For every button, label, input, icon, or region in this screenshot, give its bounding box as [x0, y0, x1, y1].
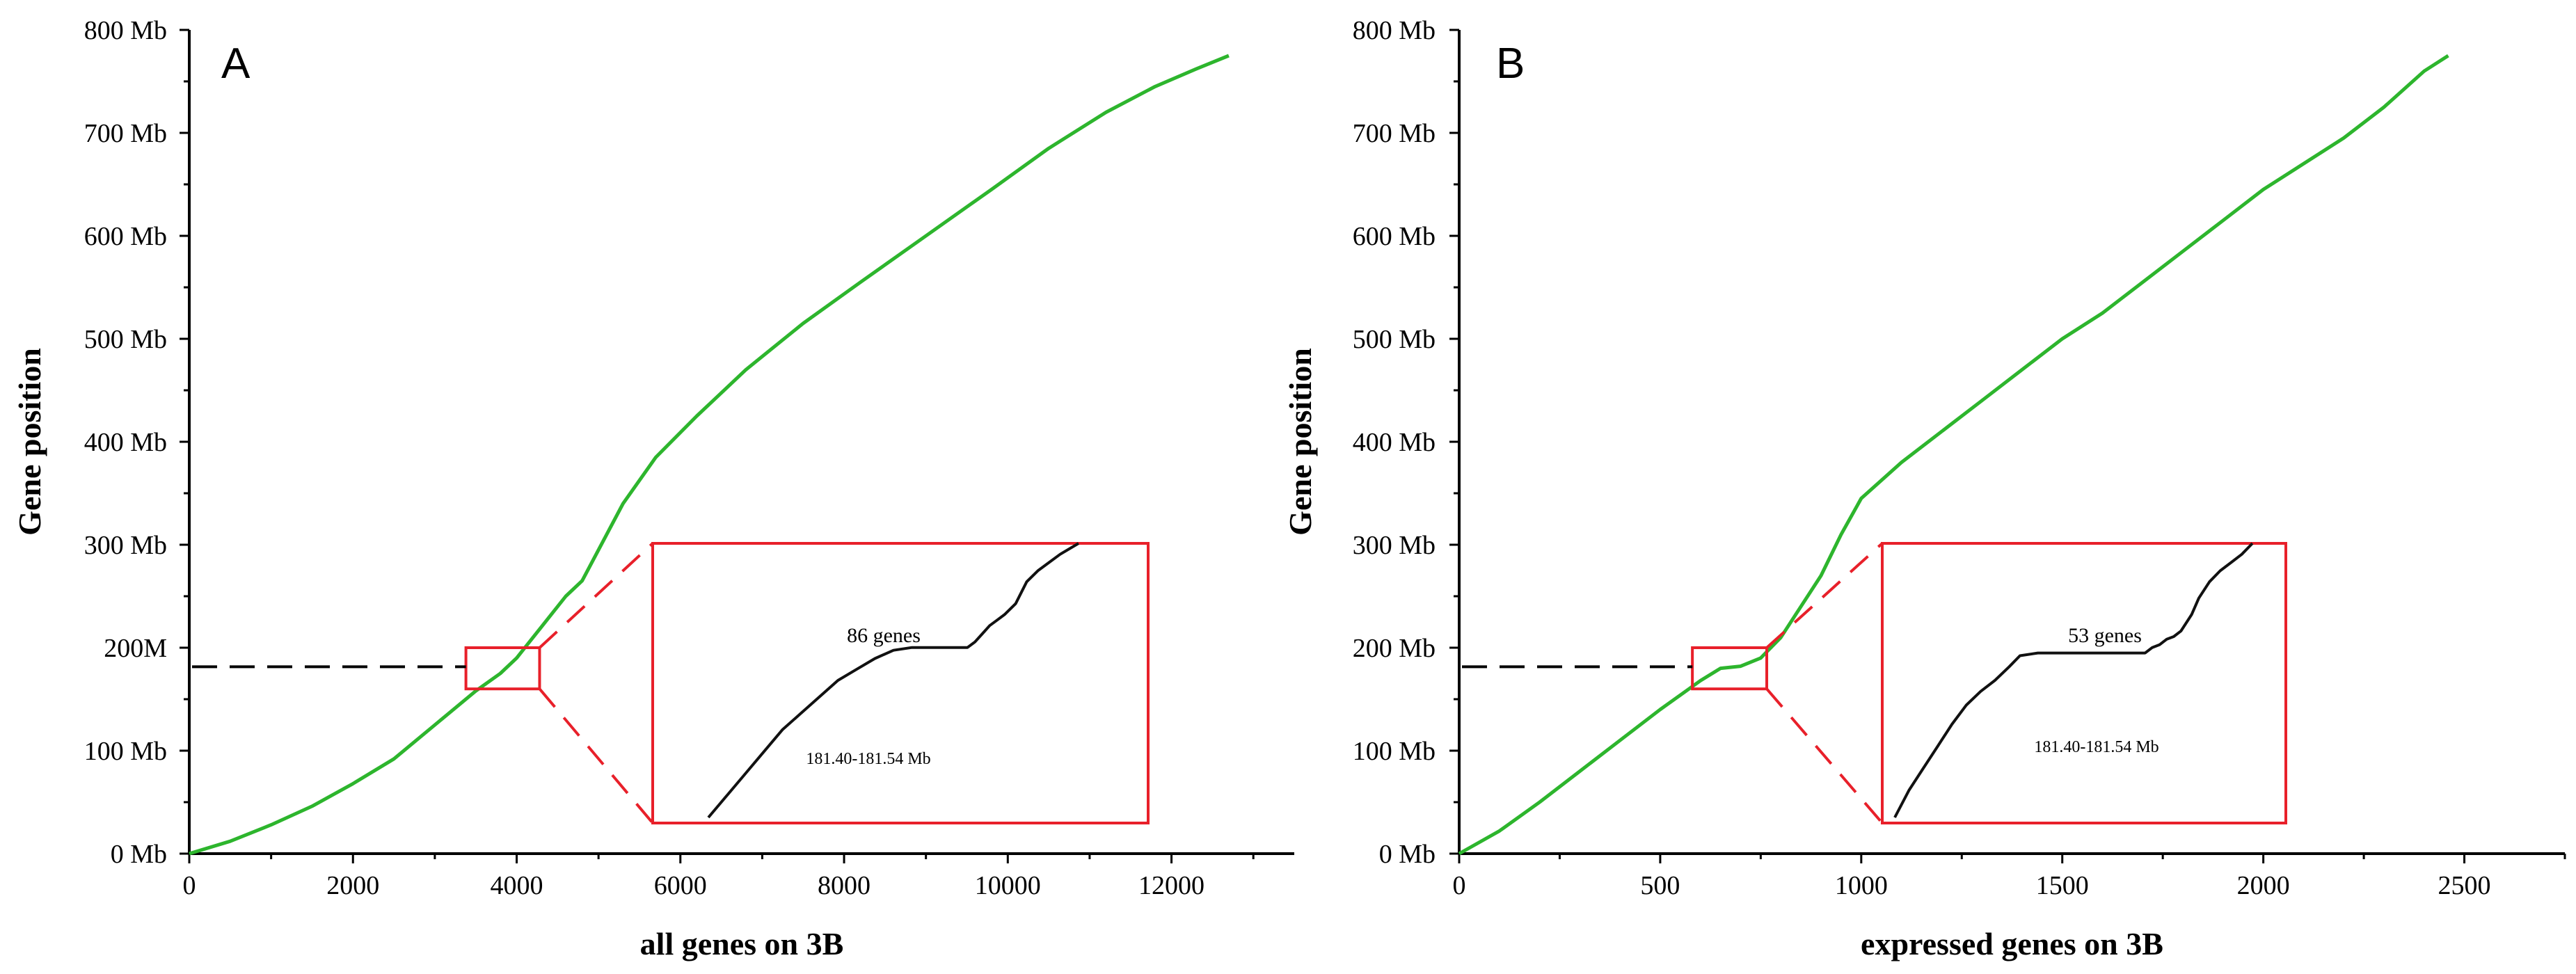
- y-axis-title: Gene position: [12, 348, 47, 536]
- y-tick-label: 0 Mb: [111, 840, 167, 869]
- zoom-connector-bottom: [1765, 687, 1884, 824]
- inset-box: [1881, 542, 2287, 824]
- x-tick-label: 8000: [818, 871, 870, 900]
- y-tick-label: 400 Mb: [1353, 428, 1436, 457]
- x-tick-label: 500: [1640, 871, 1680, 900]
- x-tick-label: 6000: [654, 871, 707, 900]
- inset-range-label: 181.40-181.54 Mb: [806, 750, 930, 768]
- x-tick-label: 0: [1453, 871, 1466, 900]
- y-tick-label: 800 Mb: [84, 16, 167, 45]
- y-tick-label: 100 Mb: [84, 737, 167, 766]
- y-tick-label: 500 Mb: [1353, 325, 1436, 354]
- zoom-connector-top: [539, 542, 654, 649]
- x-tick-label: 2000: [326, 871, 379, 900]
- zoom-connector-bottom: [538, 687, 654, 824]
- y-tick-label: 800 Mb: [1353, 16, 1436, 45]
- y-tick-label: 300 Mb: [1353, 531, 1436, 560]
- highlight-box: [1691, 646, 1769, 691]
- y-tick-label: 300 Mb: [84, 531, 167, 560]
- x-tick-label: 0: [183, 871, 196, 900]
- y-tick-label: 0 Mb: [1379, 840, 1436, 869]
- y-tick-label: 600 Mb: [84, 222, 167, 251]
- x-tick-label: 2000: [2237, 871, 2290, 900]
- x-tick-label: 1000: [1835, 871, 1888, 900]
- x-tick-label: 2500: [2438, 871, 2491, 900]
- y-tick-label: 200M: [104, 634, 167, 663]
- inset-curve: [707, 542, 1080, 819]
- panel-label: A: [221, 40, 251, 88]
- inset-range-label: 181.40-181.54 Mb: [2034, 738, 2158, 756]
- y-tick-label: 500 Mb: [84, 325, 167, 354]
- series-line: [1458, 54, 2449, 856]
- panel-b: 0 Mb 100 Mb 200 Mb 300 Mb 400 Mb 500 Mb 600 Mb…: [1282, 16, 2566, 961]
- y-tick-label: 700 Mb: [1353, 119, 1436, 148]
- inset-gene-count: 53 genes: [2068, 624, 2142, 647]
- x-axis-title: all genes on 3B: [640, 926, 844, 961]
- y-tick-label: 100 Mb: [1353, 737, 1436, 766]
- zoom-connector-top: [1765, 542, 1884, 649]
- y-tick-label: 400 Mb: [84, 428, 167, 457]
- y-tick-label: 600 Mb: [1353, 222, 1436, 251]
- x-tick-label: 4000: [491, 871, 543, 900]
- inset-curve: [1893, 542, 2254, 818]
- y-tick-label: 700 Mb: [84, 119, 167, 148]
- panel-label: B: [1496, 40, 1525, 88]
- inset-gene-count: 86 genes: [847, 624, 921, 647]
- y-axis-title: Gene position: [1282, 348, 1318, 536]
- inset-box: [651, 542, 1150, 824]
- y-tick-label: 200 Mb: [1353, 634, 1436, 663]
- x-tick-label: 12000: [1138, 871, 1204, 900]
- x-tick-label: 10000: [975, 871, 1041, 900]
- highlight-box: [464, 646, 541, 691]
- x-axis-title: expressed genes on 3B: [1861, 926, 2163, 961]
- series-line: [189, 54, 1230, 856]
- x-tick-label: 1500: [2036, 871, 2089, 900]
- panel-a: 0 Mb 100 Mb 200M 300 Mb 400 Mb 500 Mb 600 Mb 70…: [12, 16, 1294, 961]
